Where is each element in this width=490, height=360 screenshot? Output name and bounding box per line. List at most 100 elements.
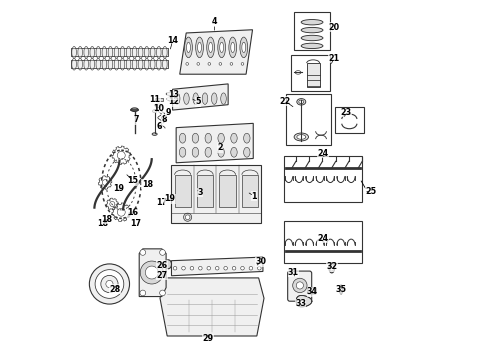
- Ellipse shape: [132, 46, 137, 58]
- Circle shape: [249, 266, 253, 270]
- Ellipse shape: [102, 58, 107, 70]
- Text: 16: 16: [127, 208, 139, 217]
- Bar: [294, 12, 330, 50]
- Circle shape: [190, 266, 194, 270]
- Circle shape: [140, 290, 146, 296]
- Polygon shape: [172, 257, 263, 276]
- Ellipse shape: [192, 147, 198, 157]
- Ellipse shape: [120, 46, 125, 58]
- Text: 19: 19: [113, 184, 124, 193]
- Ellipse shape: [126, 58, 131, 70]
- Circle shape: [102, 180, 108, 185]
- Bar: [286, 94, 331, 145]
- Text: 4: 4: [212, 17, 217, 26]
- Ellipse shape: [229, 37, 237, 58]
- Ellipse shape: [231, 133, 237, 143]
- Circle shape: [146, 266, 158, 279]
- Text: 20: 20: [328, 23, 340, 32]
- Text: 14: 14: [167, 36, 178, 45]
- Ellipse shape: [193, 93, 198, 104]
- Circle shape: [186, 63, 189, 65]
- Ellipse shape: [197, 42, 201, 53]
- Text: 5: 5: [195, 97, 200, 106]
- Circle shape: [230, 63, 233, 65]
- Ellipse shape: [301, 35, 323, 41]
- Bar: [71, 48, 168, 56]
- Ellipse shape: [231, 42, 235, 53]
- Ellipse shape: [240, 37, 247, 58]
- Circle shape: [296, 282, 303, 289]
- Circle shape: [241, 63, 244, 65]
- Bar: [174, 175, 191, 207]
- Circle shape: [219, 63, 221, 65]
- Ellipse shape: [96, 46, 100, 58]
- Ellipse shape: [329, 263, 335, 273]
- Text: 18: 18: [101, 215, 113, 224]
- Text: 24: 24: [318, 149, 329, 158]
- Bar: [285, 156, 362, 202]
- Circle shape: [140, 261, 163, 284]
- Circle shape: [140, 249, 146, 255]
- Circle shape: [160, 249, 166, 255]
- Bar: [71, 48, 168, 56]
- Circle shape: [184, 213, 192, 221]
- Ellipse shape: [72, 58, 76, 70]
- Circle shape: [89, 264, 129, 304]
- Ellipse shape: [174, 93, 180, 104]
- Ellipse shape: [114, 46, 119, 58]
- Ellipse shape: [163, 58, 167, 70]
- Ellipse shape: [294, 133, 309, 141]
- Bar: [172, 165, 261, 223]
- Ellipse shape: [114, 58, 119, 70]
- Polygon shape: [180, 30, 252, 74]
- Ellipse shape: [152, 133, 157, 135]
- Text: 24: 24: [318, 234, 329, 243]
- Circle shape: [117, 152, 125, 159]
- Polygon shape: [139, 249, 166, 297]
- Circle shape: [101, 275, 118, 293]
- Circle shape: [198, 266, 202, 270]
- Circle shape: [106, 280, 113, 288]
- Bar: [71, 60, 168, 68]
- Text: 7: 7: [133, 115, 139, 124]
- Ellipse shape: [179, 133, 186, 143]
- Ellipse shape: [212, 93, 217, 104]
- Ellipse shape: [340, 286, 342, 292]
- Bar: [285, 221, 362, 263]
- Ellipse shape: [196, 37, 203, 58]
- Ellipse shape: [301, 27, 323, 33]
- Circle shape: [216, 266, 219, 270]
- Circle shape: [293, 278, 307, 293]
- Ellipse shape: [90, 46, 95, 58]
- Bar: [197, 175, 213, 207]
- Text: 31: 31: [288, 268, 299, 277]
- Ellipse shape: [150, 46, 155, 58]
- Text: 13: 13: [168, 90, 179, 99]
- Ellipse shape: [120, 58, 125, 70]
- Ellipse shape: [187, 42, 191, 53]
- Circle shape: [241, 266, 245, 270]
- Text: 19: 19: [164, 194, 175, 203]
- Text: 8: 8: [162, 114, 167, 123]
- Circle shape: [95, 270, 124, 298]
- Ellipse shape: [330, 265, 334, 271]
- Ellipse shape: [244, 147, 250, 157]
- Ellipse shape: [90, 58, 95, 70]
- Ellipse shape: [132, 58, 137, 70]
- Ellipse shape: [185, 37, 193, 58]
- Ellipse shape: [126, 46, 131, 58]
- Polygon shape: [296, 296, 312, 307]
- Text: 11: 11: [149, 95, 160, 104]
- Ellipse shape: [78, 46, 82, 58]
- Text: 30: 30: [256, 257, 267, 266]
- Polygon shape: [176, 123, 253, 163]
- Text: 17: 17: [156, 198, 167, 207]
- Text: 9: 9: [165, 108, 171, 117]
- Circle shape: [232, 266, 236, 270]
- Text: 18: 18: [142, 180, 153, 189]
- Circle shape: [173, 266, 177, 270]
- Text: 21: 21: [328, 54, 340, 63]
- FancyBboxPatch shape: [288, 271, 312, 301]
- Text: 1: 1: [251, 192, 257, 201]
- Ellipse shape: [192, 133, 198, 143]
